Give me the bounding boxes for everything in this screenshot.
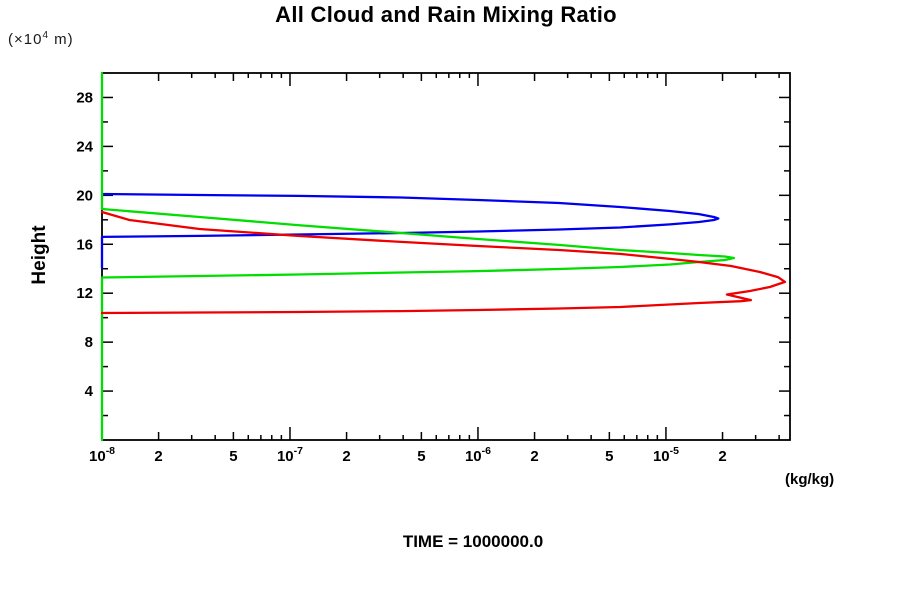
- x-tick-label: 2: [718, 448, 726, 465]
- chart-title: All Cloud and Rain Mixing Ratio: [275, 2, 617, 27]
- x-tick-label: 10-6: [465, 445, 491, 465]
- y-axis-unit-exponent: 4: [42, 30, 50, 41]
- time-label: TIME = 1000000.0: [402, 532, 544, 551]
- y-tick-label: 24: [76, 138, 93, 155]
- x-tick-label: 5: [417, 448, 425, 465]
- y-tick-label: 4: [85, 383, 94, 400]
- x-tick-label: 5: [229, 448, 237, 465]
- axis-ticks: [101, 73, 790, 440]
- y-axis-unit-label: (×104 m): [8, 30, 74, 48]
- series-red-mixing-ratio-profile: [100, 210, 787, 315]
- y-axis-unit-suffix: m): [49, 31, 74, 48]
- plot-frame: [101, 72, 791, 441]
- series-blue-mixing-ratio-profile: [100, 192, 720, 270]
- x-tick-label: 2: [342, 448, 350, 465]
- y-tick-label: 28: [76, 89, 93, 106]
- y-axis-label: Height: [29, 225, 50, 285]
- y-axis-unit-prefix: (×10: [8, 31, 43, 48]
- x-tick-label: 2: [530, 448, 538, 465]
- x-tick-label: 2: [154, 448, 162, 465]
- y-tick-label: 12: [76, 285, 93, 302]
- y-tick-label: 20: [76, 187, 93, 204]
- y-tick-label: 16: [76, 236, 93, 253]
- x-axis-unit-label: (kg/kg): [785, 471, 835, 488]
- series-green-mixing-ratio-profile: [100, 71, 736, 442]
- x-tick-label: 10-8: [89, 445, 115, 465]
- x-tick-label: 5: [605, 448, 613, 465]
- x-tick-label: 10-5: [653, 445, 679, 465]
- y-tick-label: 8: [85, 334, 93, 351]
- x-tick-label: 10-7: [277, 445, 303, 465]
